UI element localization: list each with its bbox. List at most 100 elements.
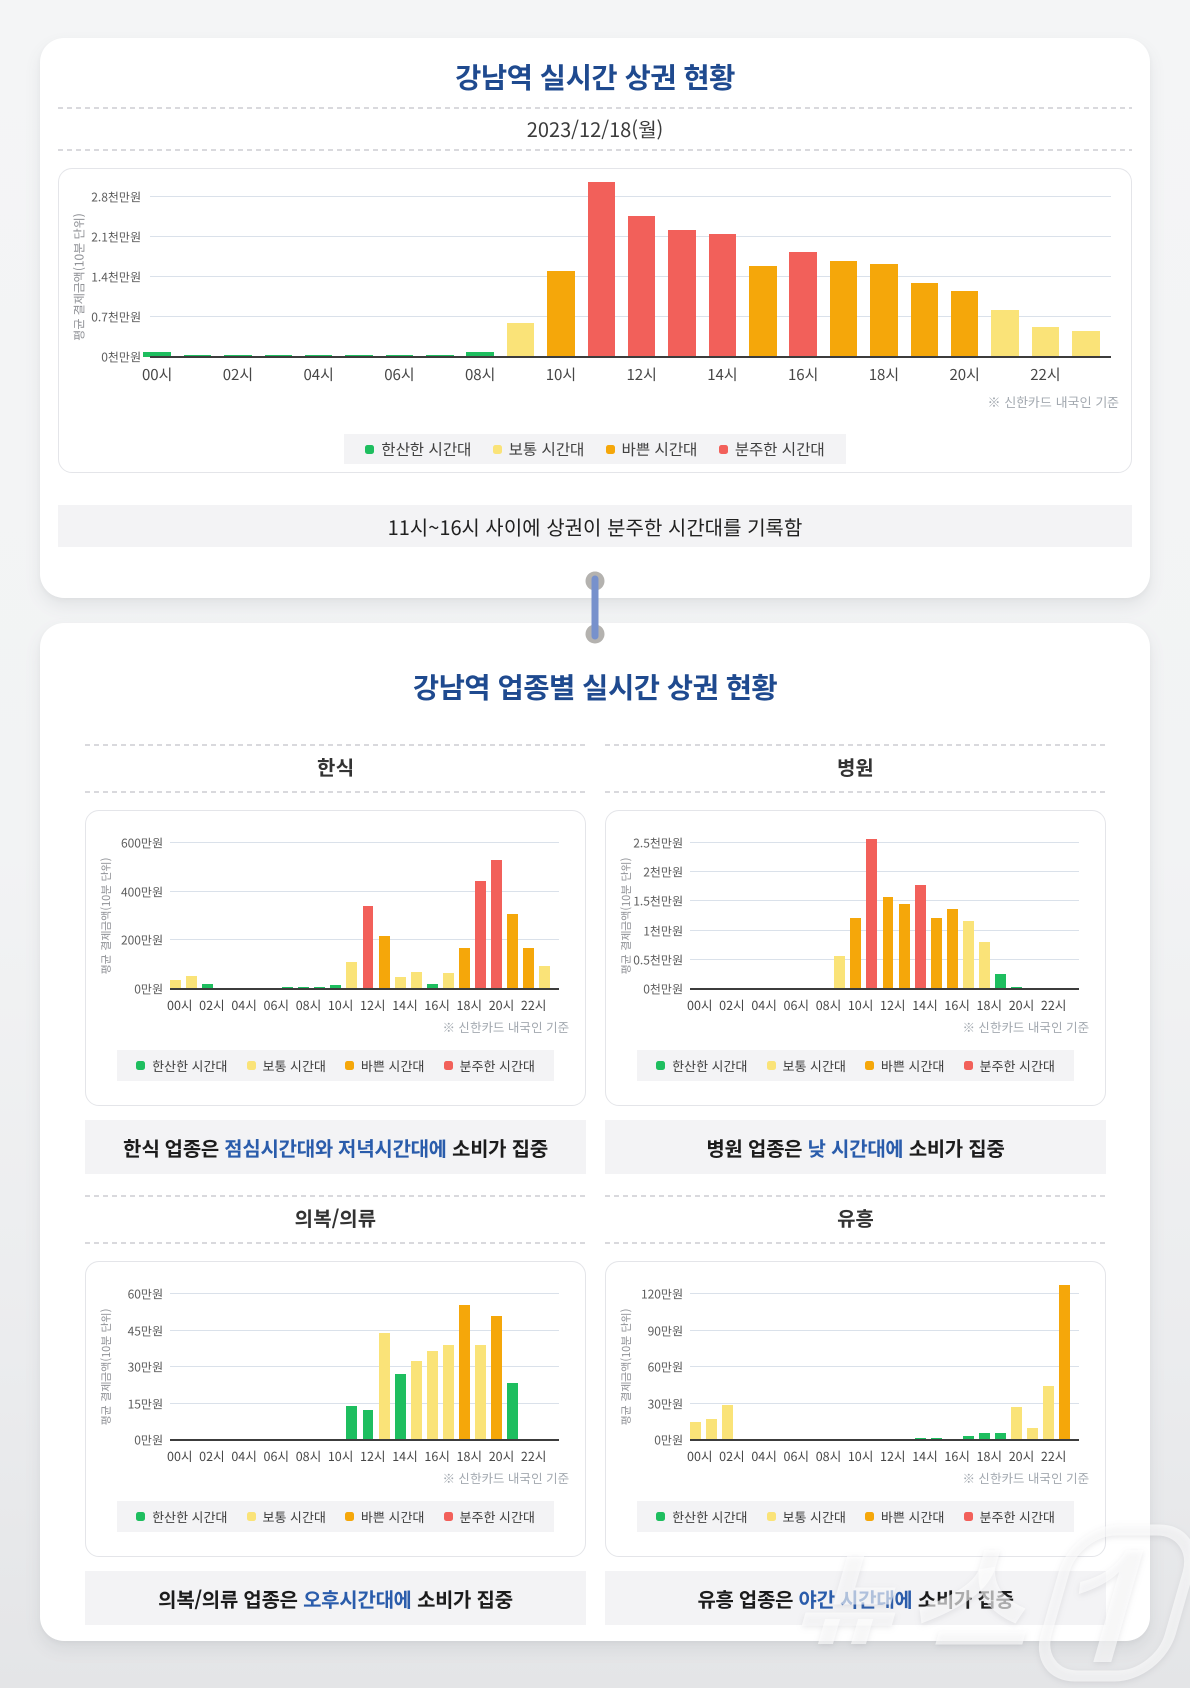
legend-dot-normal bbox=[492, 444, 502, 454]
date-label: 2023/12/18(월) bbox=[526, 114, 664, 143]
chart-legend: 한산한 시간대 보통 시간대 바쁜 시간대 분주한 시간대 bbox=[344, 434, 846, 464]
x-tick-label-04시: 04시 bbox=[303, 364, 334, 385]
bar-16시 bbox=[426, 1351, 438, 1440]
bar-10시 bbox=[850, 917, 862, 989]
bar-slot-16시 bbox=[783, 197, 823, 357]
bar-slot-09시 bbox=[832, 1294, 848, 1440]
x-tick-label-10시: 10시 bbox=[327, 1446, 354, 1465]
x-tick-label-08시: 08시 bbox=[815, 995, 842, 1014]
summary-plain-text: 소비가 집중 bbox=[446, 1132, 548, 1162]
x-tick-empty bbox=[353, 1446, 360, 1465]
x-tick-label-18시: 18시 bbox=[456, 1446, 482, 1465]
bar-slot-20시 bbox=[1009, 843, 1025, 989]
bar-19시 bbox=[475, 880, 486, 989]
card-by-industry: 강남역 업종별 실시간 상권 현황 한식 평균 결제금액(10분 단위) 0만원… bbox=[40, 623, 1150, 1641]
bar-21시 bbox=[507, 1382, 519, 1440]
data-source-note: ※ 신한카드 내국인 기준 bbox=[987, 392, 1119, 411]
bar-slot-14시 bbox=[392, 1294, 408, 1440]
gridline-30만원 bbox=[170, 1366, 559, 1367]
industry-section-hospital: 병원 평균 결제금액(10분 단위) 0천만원 0.5천만원 1천만원 1.5천만원 2… bbox=[605, 744, 1106, 1174]
x-tick-empty bbox=[482, 1446, 489, 1465]
x-tick-empty bbox=[712, 995, 719, 1014]
bars-row bbox=[167, 1294, 553, 1440]
bar-slot-08시 bbox=[816, 1294, 832, 1440]
x-tick-label-22시: 22시 bbox=[520, 1446, 547, 1465]
legend-label: 분주한 시간대 bbox=[979, 1056, 1055, 1075]
legend-dot-hectic bbox=[963, 1061, 973, 1070]
bar-slot-15시 bbox=[408, 843, 424, 989]
bar-slot-07시 bbox=[420, 197, 460, 357]
bar-11시 bbox=[346, 1405, 358, 1440]
x-tick-label-14시: 14시 bbox=[392, 1446, 418, 1465]
legend-item-hectic: 분주한 시간대 bbox=[963, 1507, 1055, 1526]
bar-slot-15시 bbox=[743, 197, 783, 357]
x-tick-label-20시: 20시 bbox=[1008, 1446, 1035, 1465]
bar-23시 bbox=[1072, 331, 1100, 357]
bar-04시 bbox=[304, 354, 333, 357]
x-tick-empty bbox=[985, 364, 1025, 385]
summary-clothing-text: 의복/의류 업종은 오후시간대에 소비가 집중 bbox=[158, 1584, 513, 1613]
bar-slot-04시 bbox=[231, 1294, 247, 1440]
section-title: 병원 bbox=[837, 752, 874, 781]
y-tick-label: 0천만원 bbox=[101, 348, 141, 366]
x-tick-label-14시: 14시 bbox=[392, 995, 418, 1014]
bar-11시 bbox=[587, 182, 616, 357]
bar-22시 bbox=[523, 947, 535, 989]
bar-slot-09시 bbox=[312, 843, 328, 989]
summary-accent-text: 오후시간대에 bbox=[303, 1583, 412, 1613]
legend-item-normal: 보통 시간대 bbox=[766, 1056, 846, 1075]
chart-legend: 한산한 시간대 보통 시간대 바쁜 시간대 분주한 시간대 bbox=[117, 1050, 554, 1081]
bar-20시 bbox=[491, 1315, 503, 1440]
legend-dot-hectic bbox=[443, 1512, 453, 1521]
bar-slot-15시 bbox=[928, 1294, 944, 1440]
gridline-2.8천만원 bbox=[150, 196, 1111, 197]
bar-slot-08시 bbox=[296, 1294, 312, 1440]
section-title: 의복/의류 bbox=[294, 1203, 377, 1232]
bar-slot-07시 bbox=[280, 843, 296, 989]
summary-hospital: 병원 업종은 낮 시간대에 소비가 집중 bbox=[605, 1120, 1106, 1174]
summary-overview: 11시~16시 사이에 상권이 분주한 시간대를 기록함 bbox=[58, 505, 1132, 547]
x-tick-label-06시: 06시 bbox=[263, 1446, 289, 1465]
x-tick-label-06시: 06시 bbox=[783, 995, 809, 1014]
gridline-600만원 bbox=[170, 842, 559, 843]
x-tick-empty bbox=[420, 364, 460, 385]
x-tick-label-08시: 08시 bbox=[295, 995, 322, 1014]
x-tick-empty bbox=[1066, 364, 1106, 385]
x-tick-label-18시: 18시 bbox=[868, 364, 900, 385]
x-tick-empty bbox=[289, 995, 296, 1014]
legend-label: 한산한 시간대 bbox=[152, 1507, 228, 1526]
x-tick-empty bbox=[514, 1446, 521, 1465]
summary-accent-text: 점심시간대와 저녁시간대에 bbox=[224, 1132, 447, 1162]
bar-15시 bbox=[410, 1360, 422, 1440]
bar-16시 bbox=[426, 983, 438, 989]
bar-slot-01시 bbox=[703, 843, 719, 989]
gridline-45만원 bbox=[170, 1329, 559, 1331]
bar-18시 bbox=[978, 941, 990, 989]
legend-label: 보통 시간대 bbox=[262, 1507, 326, 1526]
bar-slot-02시 bbox=[719, 1294, 735, 1440]
card-realtime-overview: 강남역 실시간 상권 현황 2023/12/18(월) 평균 결제금액(10분 … bbox=[40, 38, 1150, 598]
bar-chart-hospital: 0천만원 0.5천만원 1천만원 1.5천만원 2천만원 2.5천만원 00시 02시 04시 0… bbox=[633, 835, 1079, 1014]
x-axis-labels: 00시 02시 04시 06시 08시 10시 12시 14시 16시 18시 20시 22시 bbox=[137, 364, 1106, 385]
x-tick-empty bbox=[905, 995, 912, 1014]
bar-slot-07시 bbox=[800, 843, 816, 989]
industry-title: 강남역 업종별 실시간 상권 현황 bbox=[412, 666, 778, 707]
bar-19시 bbox=[910, 283, 939, 357]
bar-14시 bbox=[914, 885, 926, 989]
y-axis-unit-label: 평균 결제금액(10분 단위) bbox=[98, 857, 114, 975]
legend-item-busy: 바쁜 시간대 bbox=[345, 1507, 424, 1526]
x-tick-empty bbox=[905, 1446, 912, 1465]
legend-label: 한산한 시간대 bbox=[672, 1056, 748, 1075]
x-tick-label-18시: 18시 bbox=[976, 1446, 1002, 1465]
bar-slot-22시 bbox=[1041, 1294, 1057, 1440]
legend-dot-quiet bbox=[656, 1061, 666, 1070]
bar-slot-18시 bbox=[864, 197, 904, 357]
legend-dot-quiet bbox=[136, 1061, 146, 1070]
divider-dashed bbox=[85, 791, 586, 793]
y-axis-unit-label: 평균 결제금액(10분 단위) bbox=[70, 213, 88, 341]
bar-slot-21시 bbox=[505, 843, 521, 989]
gridline-90만원 bbox=[690, 1329, 1079, 1331]
bar-slot-19시 bbox=[472, 1294, 488, 1440]
legend-item-normal: 보통 시간대 bbox=[492, 438, 584, 460]
y-tick-label: 0만원 bbox=[134, 1431, 163, 1449]
